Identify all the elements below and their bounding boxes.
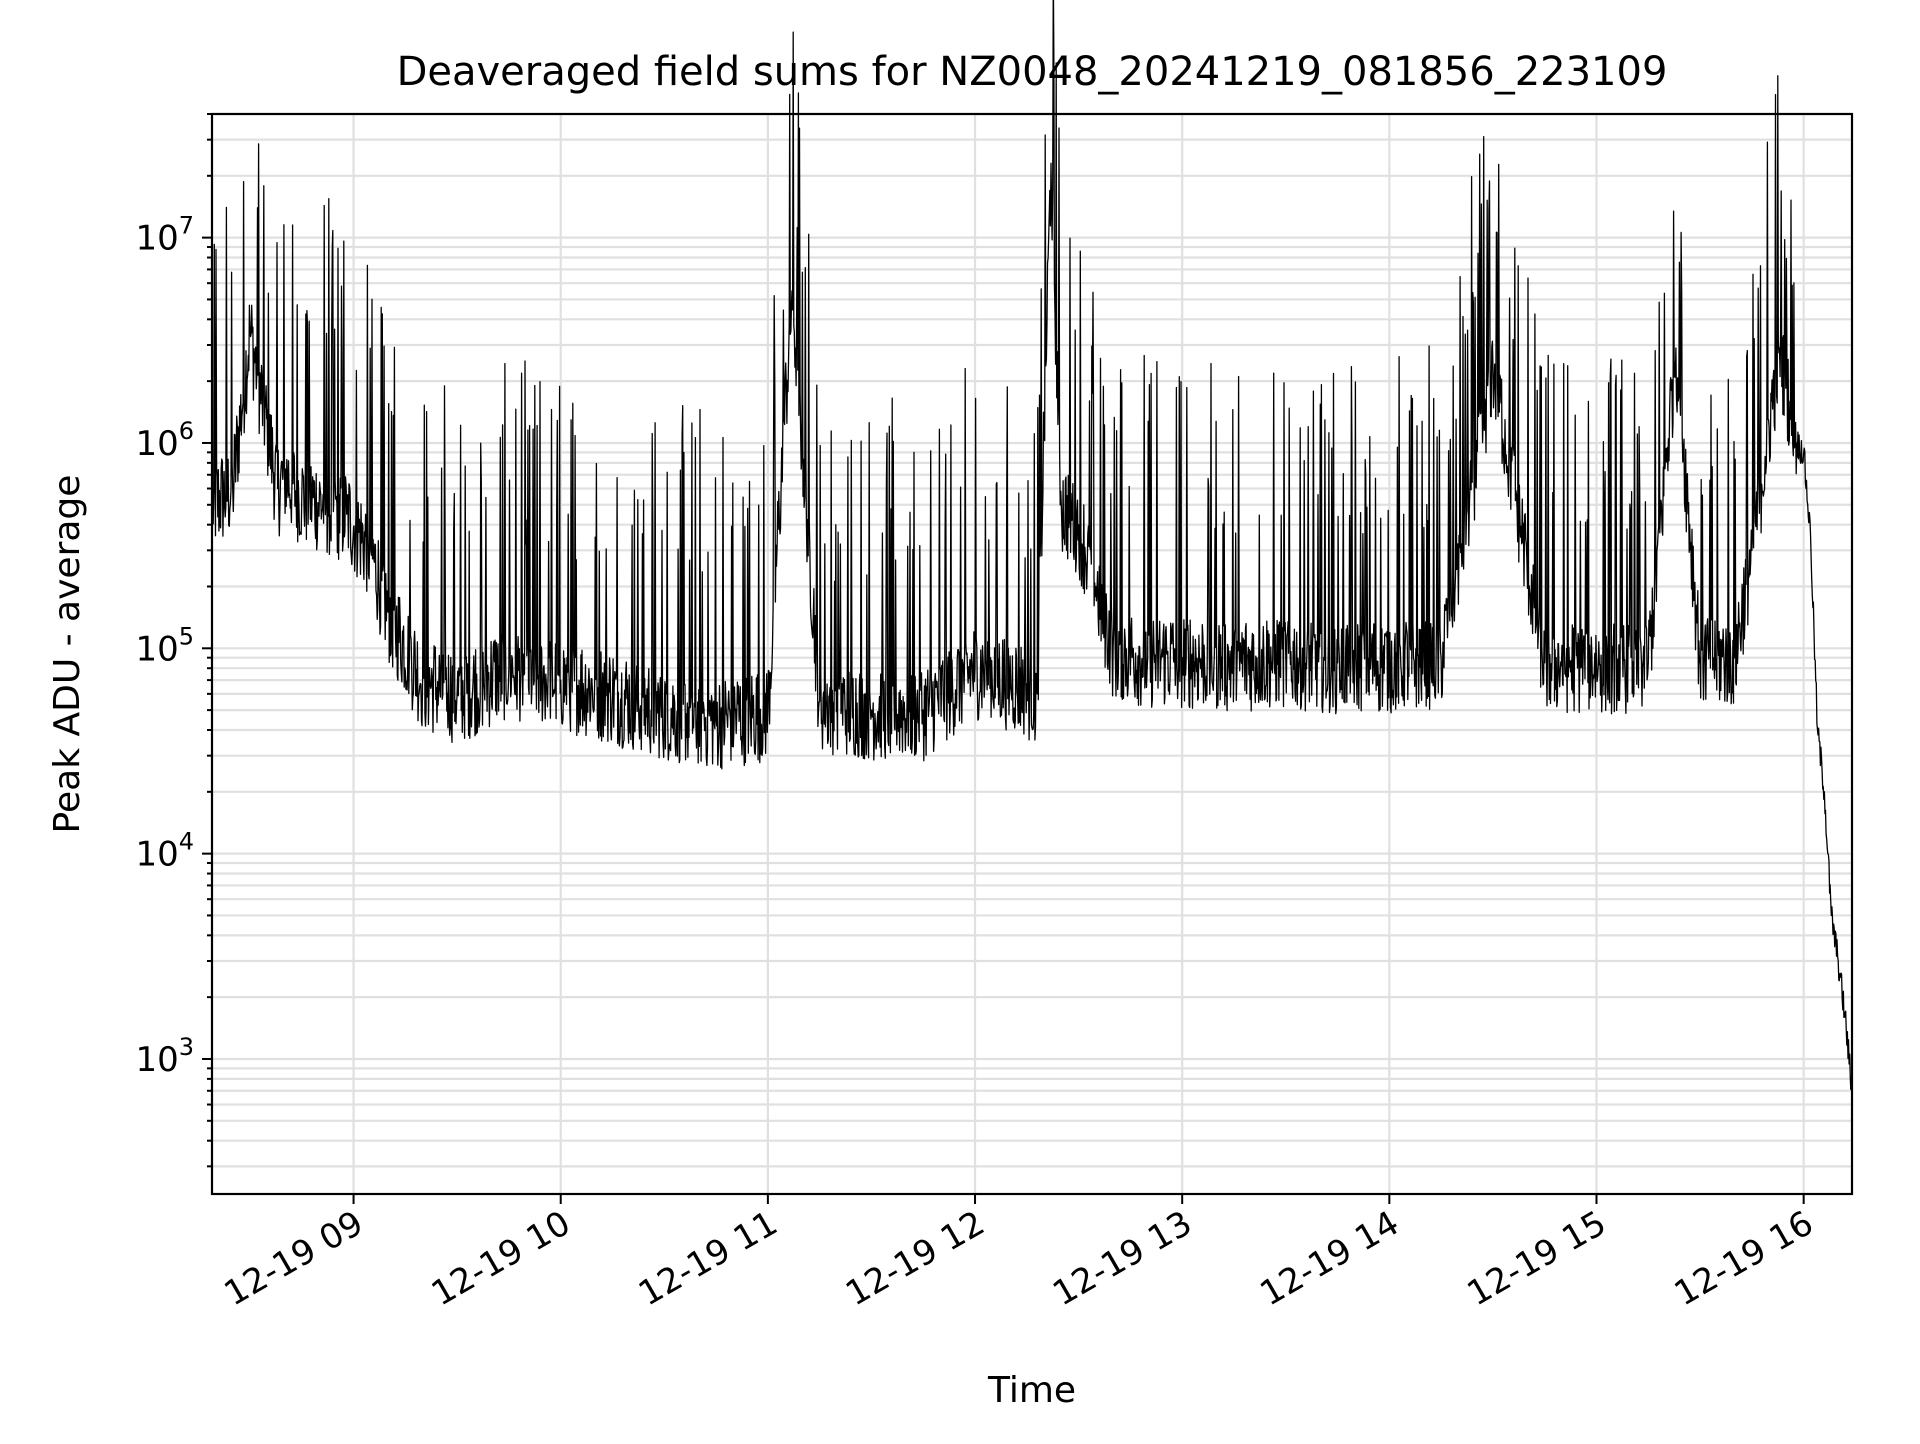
x-tick-label: 12-19 09: [218, 1203, 370, 1314]
series-line: [211, 0, 1853, 1091]
y-tick-label: 107: [135, 212, 194, 259]
x-axis-label: Time: [987, 1370, 1076, 1411]
plot-frame: [210, 112, 1854, 1196]
x-tick-label: 12-19 16: [1668, 1203, 1820, 1314]
y-axis-label: Peak ADU - average: [47, 475, 88, 834]
x-tick-label: 12-19 15: [1461, 1203, 1613, 1314]
y-tick-label: 104: [135, 828, 194, 875]
y-tick-label: 103: [135, 1033, 194, 1080]
y-tick-label: 105: [135, 622, 194, 669]
x-tick-label: 12-19 14: [1253, 1203, 1405, 1314]
x-tick-label: 12-19 12: [839, 1203, 991, 1314]
y-tick-label: 106: [135, 417, 194, 464]
series-layer: [211, 0, 1853, 1091]
x-tick-label: 12-19 10: [425, 1203, 577, 1314]
chart-title: Deaveraged field sums for NZ0048_2024121…: [397, 49, 1668, 95]
x-tick-label: 12-19 11: [632, 1203, 784, 1314]
x-tick-label: 12-19 13: [1046, 1203, 1198, 1314]
